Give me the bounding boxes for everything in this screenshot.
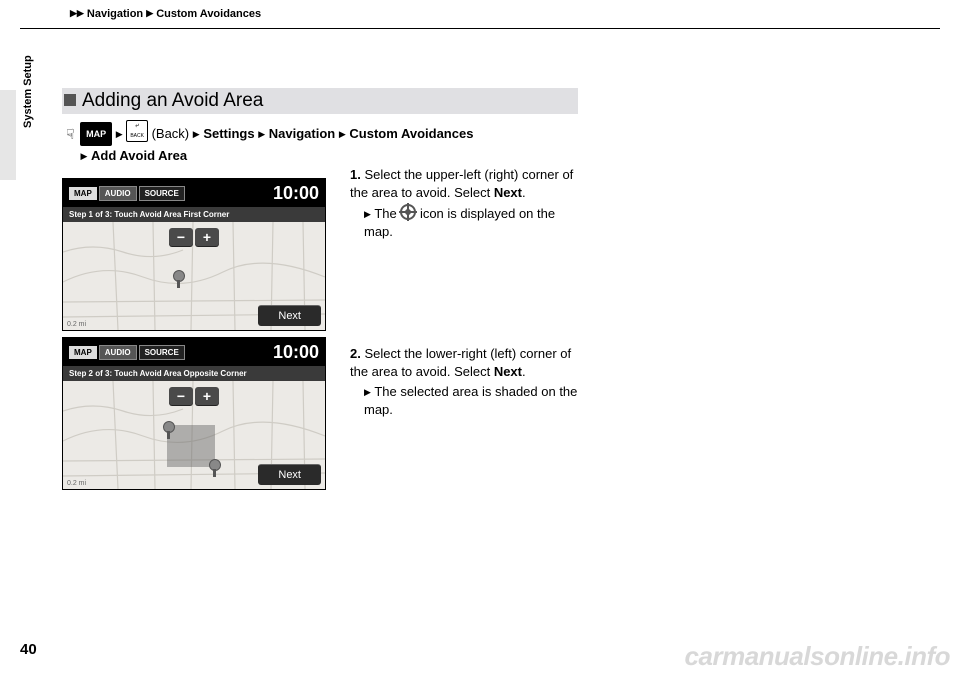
crumb-settings: Settings: [203, 126, 254, 141]
ss-topbar: MAP AUDIO SOURCE 10:00: [63, 338, 325, 366]
watermark: carmanualsonline.info: [685, 641, 950, 672]
side-label: System Setup: [22, 55, 34, 128]
chevron-icon: ▶: [116, 129, 123, 139]
crumb-navigation: Navigation: [269, 126, 335, 141]
chevron-icon: ▶: [146, 8, 153, 18]
ss-tab-source: SOURCE: [139, 345, 185, 360]
breadcrumb: ☟ MAP ▶ ⤶BACK (Back) ▶ Settings ▶ Naviga…: [66, 120, 622, 166]
crumb-custom: Custom Avoidances: [349, 126, 473, 141]
screenshot-step1: MAP AUDIO SOURCE 10:00 Step 1 of 3: Touc…: [62, 178, 326, 331]
ss-next-button: Next: [258, 305, 321, 326]
step-text: Select the upper-left (right) corner of …: [350, 167, 573, 200]
ss-tab-source: SOURCE: [139, 186, 185, 201]
section-title-bar: Adding an Avoid Area: [62, 88, 578, 114]
chevron-icon: ▶▶: [70, 8, 84, 18]
square-bullet-icon: [64, 94, 76, 106]
ss-scale: 0.2 mi: [67, 480, 86, 487]
ss-scale: 0.2 mi: [67, 321, 86, 328]
ss-tab-audio: AUDIO: [99, 186, 137, 201]
ss-map1: − + Next 0.2 mi: [63, 222, 325, 330]
step-number: 1.: [350, 167, 361, 182]
ss-topbar: MAP AUDIO SOURCE 10:00: [63, 179, 325, 207]
map-pin-icon: [163, 421, 175, 433]
ss-map2: − + Next 0.2 mi: [63, 381, 325, 489]
step-text: Select the lower-right (left) corner of …: [350, 346, 571, 379]
step-subtext: ▶ The selected area is shaded on the map…: [364, 383, 580, 419]
page-number: 40: [20, 641, 37, 658]
step-subtext: ▶ The icon is displayed on the map.: [364, 204, 580, 241]
back-text: (Back): [152, 126, 190, 141]
zoom-out-icon: −: [169, 228, 193, 246]
hand-icon: ☟: [66, 124, 75, 144]
crumb-add: Add Avoid Area: [91, 148, 187, 163]
zoom-in-icon: +: [195, 387, 219, 405]
step-number: 2.: [350, 346, 361, 361]
map-pin-icon: [209, 459, 221, 471]
zoom-in-icon: +: [195, 228, 219, 246]
ss-tab-map: MAP: [69, 346, 97, 359]
chevron-icon: ▶: [258, 129, 265, 139]
side-tab: [0, 90, 16, 180]
instructions: 1. Select the upper-left (right) corner …: [350, 166, 580, 485]
header-nav2: Custom Avoidances: [156, 8, 261, 20]
ss-step1-label: Step 1 of 3: Touch Avoid Area First Corn…: [63, 207, 325, 222]
zoom-out-icon: −: [169, 387, 193, 405]
screenshot-step2: MAP AUDIO SOURCE 10:00 Step 2 of 3: Touc…: [62, 337, 326, 490]
ss-time: 10:00: [273, 342, 319, 363]
chevron-icon: ▶: [364, 387, 371, 397]
target-icon: [400, 204, 416, 220]
ss-zoom: − +: [168, 228, 220, 246]
chevron-icon: ▶: [339, 129, 346, 139]
section-title: Adding an Avoid Area: [64, 90, 263, 111]
divider: [20, 28, 940, 29]
ss-tab-map: MAP: [69, 187, 97, 200]
back-button-icon: ⤶BACK: [126, 120, 148, 142]
chevron-icon: ▶: [193, 129, 200, 139]
chevron-icon: ▶: [80, 151, 87, 161]
instruction-1: 1. Select the upper-left (right) corner …: [350, 166, 580, 241]
ss-zoom: − +: [168, 387, 220, 405]
instruction-2: 2. Select the lower-right (left) corner …: [350, 345, 580, 419]
ss-next-button: Next: [258, 464, 321, 485]
ss-tab-audio: AUDIO: [99, 345, 137, 360]
shaded-area: [167, 425, 215, 467]
map-button-icon: MAP: [80, 122, 112, 146]
map-pin-icon: [173, 270, 185, 282]
page-header: ▶▶ Navigation ▶ Custom Avoidances: [70, 8, 261, 20]
header-nav1: Navigation: [87, 8, 143, 20]
ss-time: 10:00: [273, 183, 319, 204]
section-title-text: Adding an Avoid Area: [82, 90, 263, 111]
ss-step2-label: Step 2 of 3: Touch Avoid Area Opposite C…: [63, 366, 325, 381]
chevron-icon: ▶: [364, 209, 371, 219]
